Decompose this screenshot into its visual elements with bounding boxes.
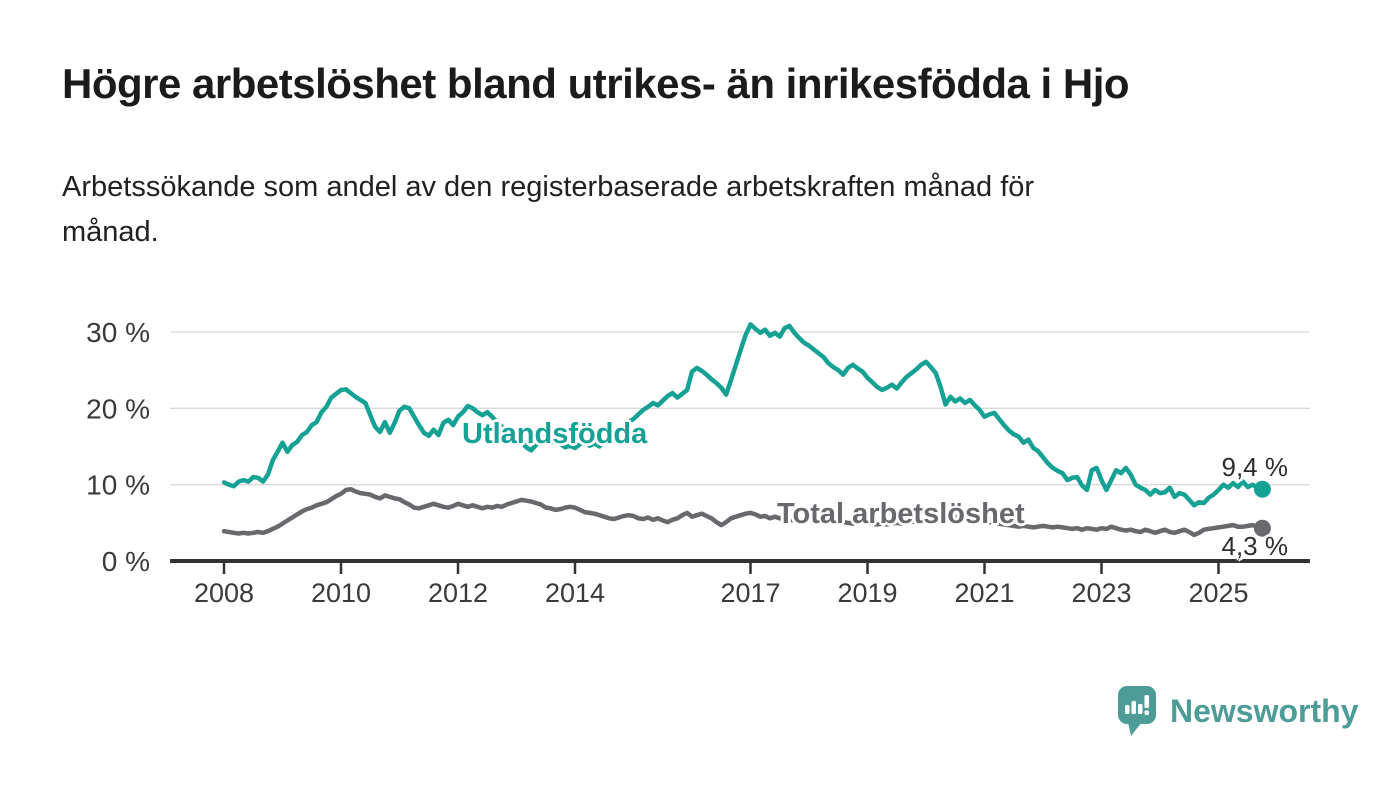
series-line-total-arbetsloshet <box>221 486 1265 538</box>
end-value-label-utlandsfodda: 9,4 % <box>1221 452 1289 482</box>
end-value-label-total-arbetsloshet: 4,3 % <box>1221 531 1289 561</box>
x-axis-label: 2023 <box>1071 578 1131 608</box>
x-axis-label: 2021 <box>954 578 1014 608</box>
series-end-dot-total-arbetsloshet <box>1253 519 1271 537</box>
x-axis-label: 2014 <box>545 578 605 608</box>
series-label-utlandsfodda: Utlandsfödda <box>462 418 648 450</box>
y-axis-label: 20 % <box>86 393 150 424</box>
chart-subtitle-line1: Arbetssökande som andel av den registerb… <box>62 171 1035 203</box>
newsworthy-logo-icon <box>1118 686 1156 736</box>
chart-title: Högre arbetslöshet bland utrikes- än inr… <box>62 60 1130 107</box>
chart-subtitle-line2: månad. <box>62 216 159 248</box>
y-axis-label: 30 % <box>86 317 150 348</box>
newsworthy-logo-text: Newsworthy <box>1170 693 1359 729</box>
series-line-utlandsfodda <box>221 322 1265 508</box>
y-axis-label: 0 % <box>102 546 150 577</box>
x-axis-label: 2025 <box>1188 578 1248 608</box>
x-axis-label: 2010 <box>311 578 371 608</box>
chart-subtitle: Arbetssökande som andel av den registerb… <box>62 165 1262 255</box>
newsworthy-logo: Newsworthy <box>1118 686 1358 737</box>
x-axis-label: 2008 <box>194 578 254 608</box>
x-axis-label: 2019 <box>837 578 897 608</box>
x-axis-label: 2017 <box>720 578 780 608</box>
series-end-dot-utlandsfodda <box>1253 480 1271 498</box>
y-axis-label: 10 % <box>86 470 150 501</box>
series-label-total-arbetsloshet: Total arbetslöshet <box>777 498 1025 530</box>
x-axis-label: 2012 <box>428 578 488 608</box>
